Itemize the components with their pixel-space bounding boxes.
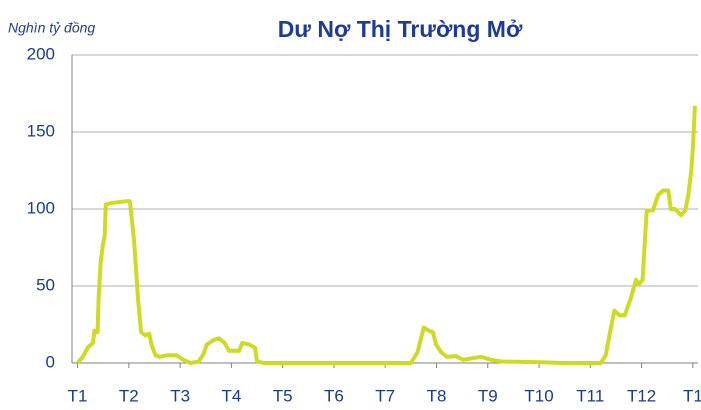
x-tick-label: T5: [273, 386, 293, 405]
y-tick-label: 50: [36, 275, 55, 294]
x-tick-label: T9: [478, 386, 498, 405]
chart-title: Dư Nợ Thị Trường Mở: [278, 16, 523, 42]
y-axis-label: Nghìn tỷ đồng: [8, 20, 95, 36]
x-tick-label: T11: [576, 386, 604, 405]
x-tick-label: T2: [119, 386, 139, 405]
x-tick-label: T4: [221, 386, 241, 405]
data-line: [76, 105, 697, 365]
x-tick-label: T12: [627, 386, 656, 405]
x-tick-label: T6: [324, 386, 344, 405]
x-tick-label: T8: [427, 386, 447, 405]
x-tick-label: T7: [375, 386, 395, 405]
x-tick-label: T3: [170, 386, 190, 405]
y-tick-label: 100: [27, 198, 55, 217]
y-tick-label: 150: [27, 121, 55, 140]
y-tick-label: 200: [27, 44, 55, 63]
x-tick-label: T1: [68, 386, 88, 405]
y-tick-label: 0: [46, 352, 55, 371]
x-tick-label: T10: [524, 386, 553, 405]
x-tick-label: T1: [683, 386, 701, 405]
